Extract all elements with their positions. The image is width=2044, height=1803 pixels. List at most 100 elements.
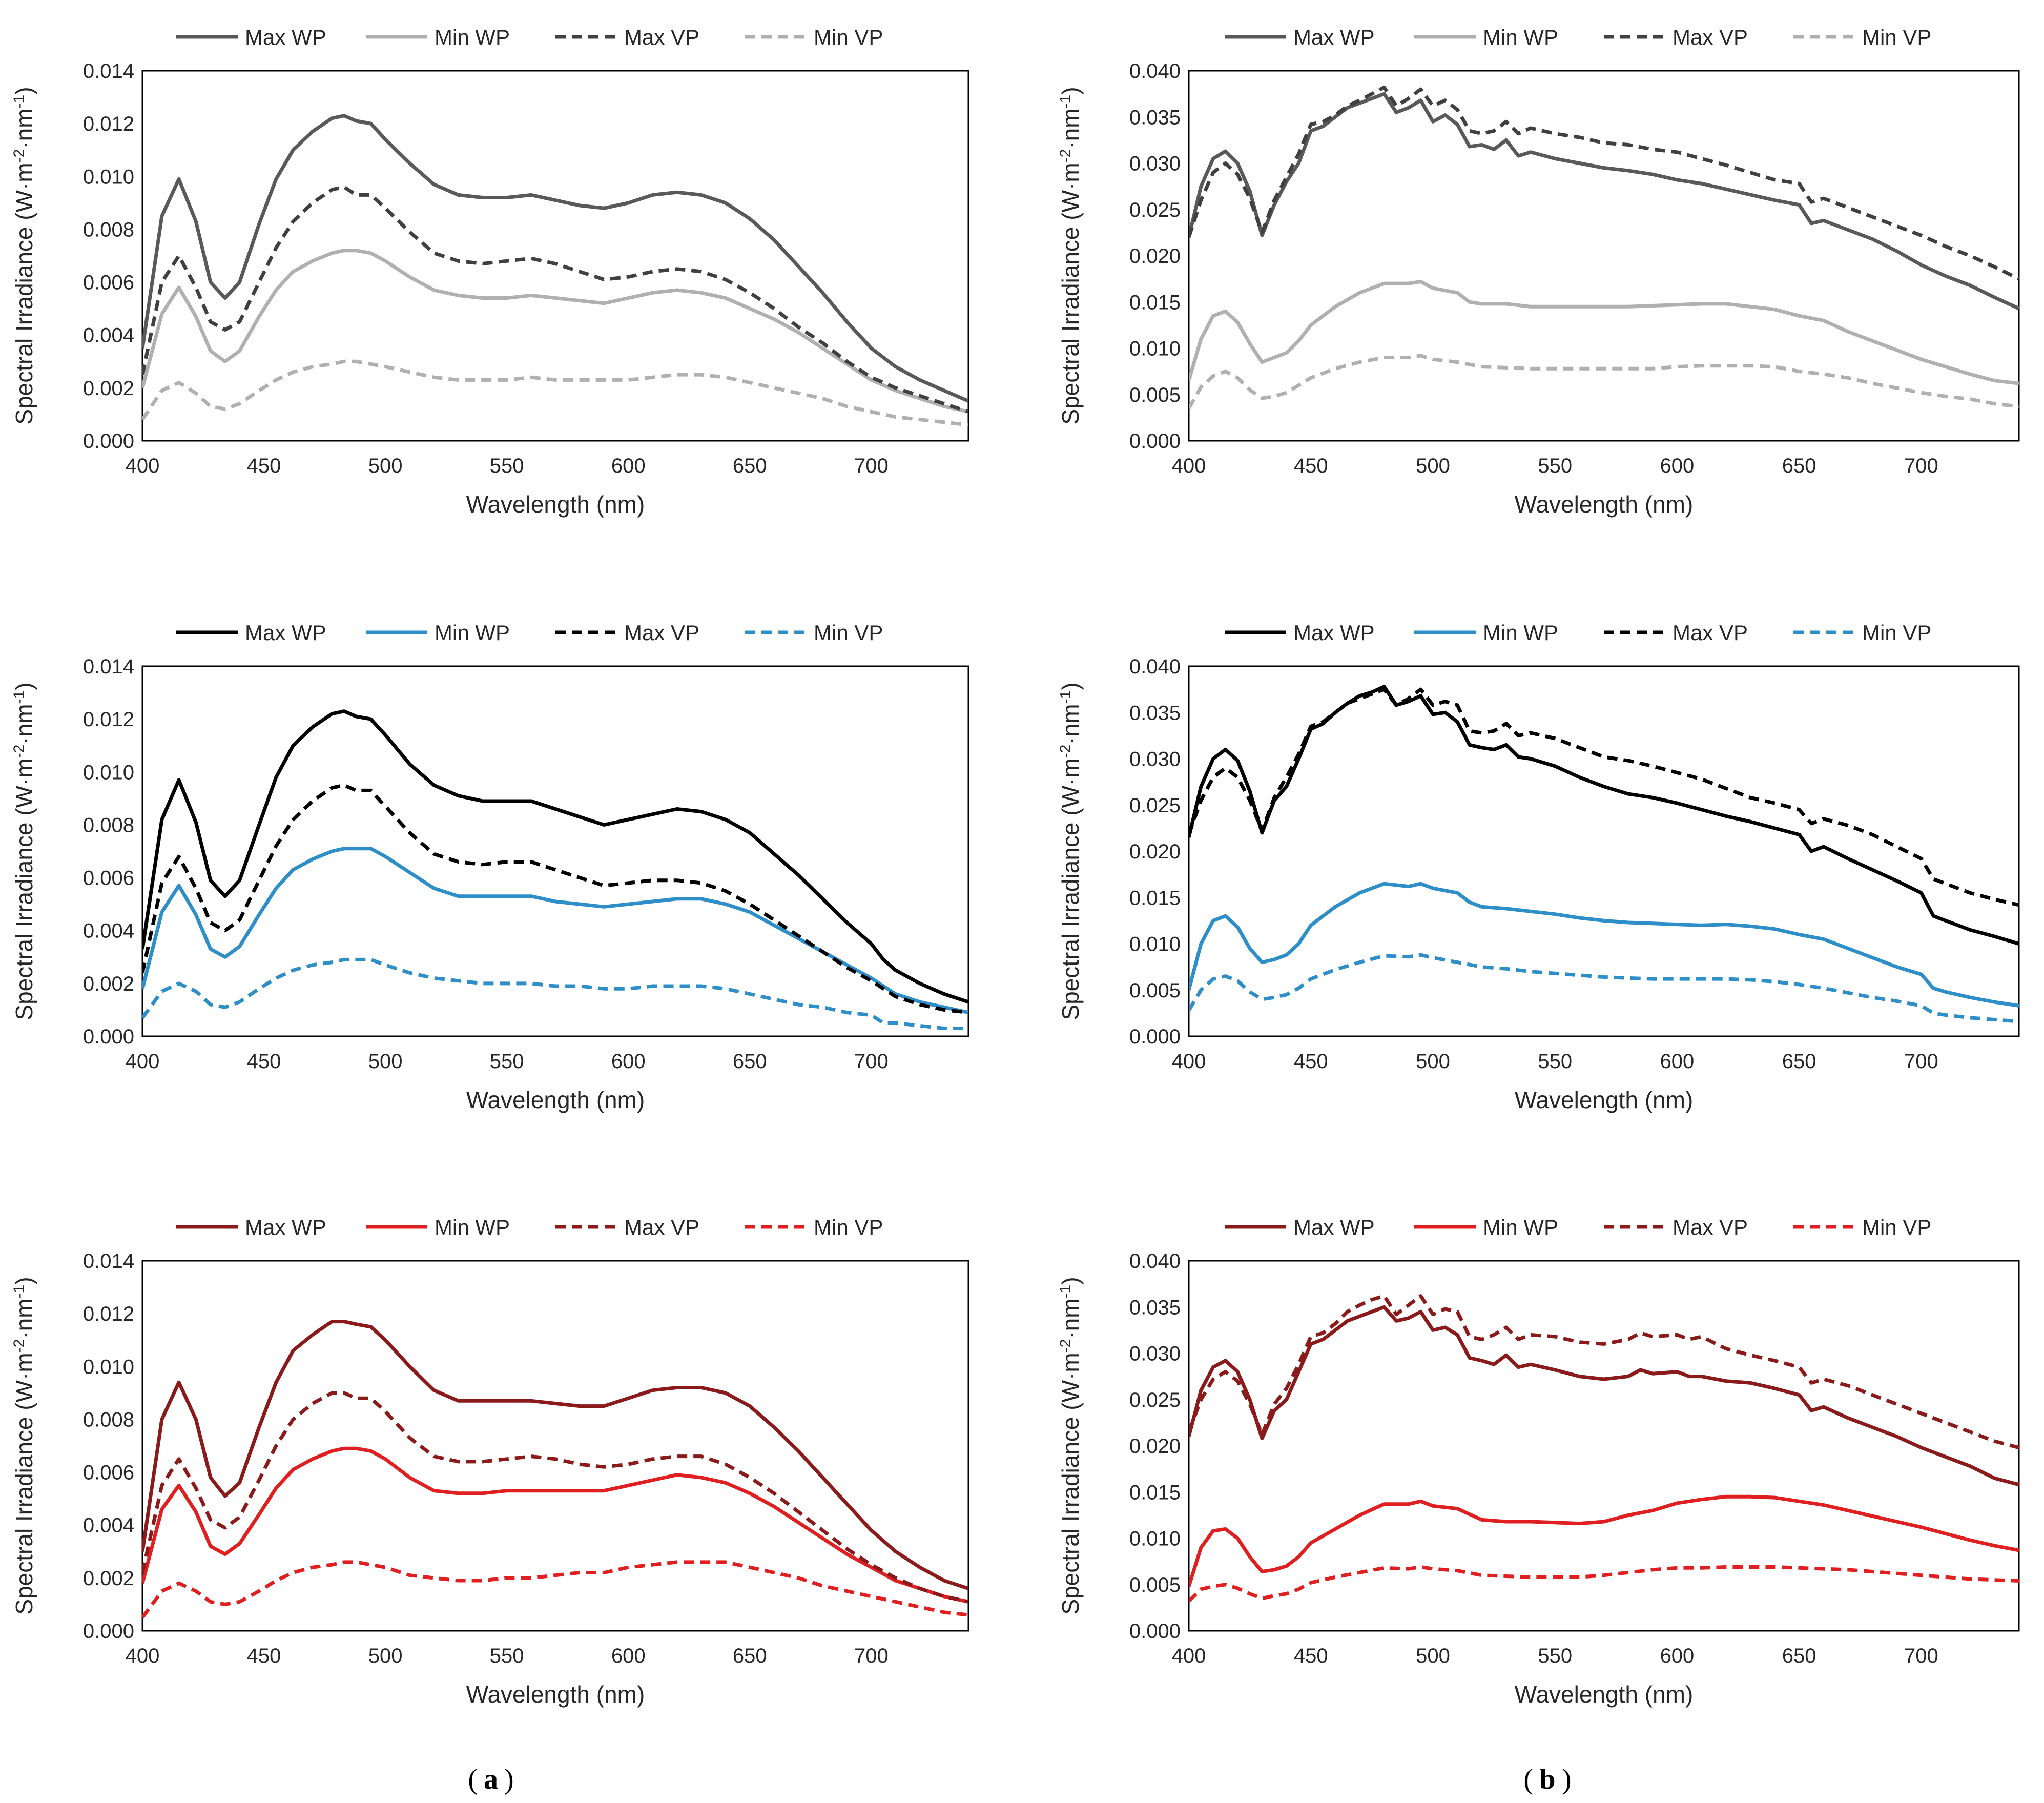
y-axis-title-sup: -1 bbox=[11, 95, 28, 109]
series-line-min-wp bbox=[142, 249, 968, 414]
x-axis-title: Wavelength (nm) bbox=[1515, 1087, 1694, 1113]
y-tick-label: 0.010 bbox=[1129, 933, 1181, 956]
y-axis-title-sup: -2 bbox=[11, 149, 28, 163]
x-tick-label: 400 bbox=[1172, 1645, 1206, 1667]
y-axis-title-end: ) bbox=[1057, 87, 1084, 94]
chart-b1: 0.000 0.005 0.010 0.015 0.020 0.025 0.030 0.035… bbox=[1057, 25, 2020, 518]
x-tick-label: 650 bbox=[733, 455, 767, 477]
y-axis-title: Spectral Irradiance (W·m-2·nm-1) bbox=[11, 87, 37, 424]
y-tick-label: 0.006 bbox=[83, 1462, 134, 1484]
y-axis-title-sup: -1 bbox=[11, 1285, 28, 1299]
legend: Max WP Min WP Max VP Min VP bbox=[176, 25, 883, 49]
series-group bbox=[1189, 86, 2019, 409]
plot-area-frame bbox=[141, 665, 969, 1037]
legend-label: Min WP bbox=[435, 621, 510, 645]
x-tick-label: 600 bbox=[1660, 1050, 1695, 1073]
y-axis-title-main: Spectral Irradiance (W·m bbox=[1057, 1353, 1084, 1614]
y-tick-label: 0.010 bbox=[83, 1356, 134, 1378]
plot-area-frame bbox=[1188, 665, 2020, 1037]
legend-label: Max VP bbox=[1673, 621, 1748, 645]
x-tick-label: 400 bbox=[126, 1050, 160, 1073]
x-tick-label: 600 bbox=[611, 455, 646, 477]
legend-label: Max VP bbox=[1673, 1215, 1748, 1239]
y-axis-title: Spectral Irradiance (W·m-2·nm-1) bbox=[11, 682, 37, 1020]
y-tick-label: 0.015 bbox=[1129, 887, 1181, 909]
x-axis-title: Wavelength (nm) bbox=[466, 491, 645, 518]
x-tick-label: 400 bbox=[1172, 1050, 1206, 1073]
x-tick-label: 550 bbox=[1538, 1050, 1572, 1073]
y-tick-label: 0.012 bbox=[83, 113, 134, 135]
legend-label: Max WP bbox=[245, 621, 326, 645]
y-axis-title-main: Spectral Irradiance (W·m bbox=[11, 162, 37, 424]
x-axis-title: Wavelength (nm) bbox=[466, 1681, 645, 1708]
y-tick-label: 0.020 bbox=[1129, 245, 1181, 268]
series-line-min-wp bbox=[1189, 882, 2019, 1008]
legend-label: Min WP bbox=[1483, 25, 1558, 49]
y-tick-label: 0.035 bbox=[1129, 702, 1181, 724]
legend-label: Min VP bbox=[1862, 25, 1931, 49]
y-tick-label: 0.000 bbox=[83, 430, 134, 453]
x-tick-label: 700 bbox=[854, 1050, 889, 1073]
caption-a-open: ( bbox=[468, 1764, 478, 1795]
x-tick-label: 500 bbox=[368, 1050, 403, 1073]
y-axis-title-mid: ·nm bbox=[1057, 108, 1084, 149]
y-axis-title-end: ) bbox=[11, 1277, 37, 1284]
y-tick-label: 0.005 bbox=[1129, 979, 1181, 1002]
y-tick-label: 0.012 bbox=[83, 708, 134, 731]
y-tick-label: 0.005 bbox=[1129, 1574, 1181, 1596]
legend-label: Max WP bbox=[1293, 25, 1375, 49]
y-tick-label: 0.006 bbox=[83, 867, 134, 890]
series-line-min-wp bbox=[142, 847, 968, 1015]
x-axis-title: Wavelength (nm) bbox=[1515, 491, 1694, 518]
legend-label: Max VP bbox=[624, 1215, 699, 1239]
x-tick-label: 450 bbox=[247, 455, 281, 477]
legend-label: Max WP bbox=[1293, 1215, 1375, 1239]
series-group bbox=[1189, 685, 2019, 1023]
y-tick-label: 0.005 bbox=[1129, 384, 1181, 406]
series-line-min-vp bbox=[1189, 354, 2019, 409]
legend-label: Max VP bbox=[624, 25, 699, 49]
series-line-max-vp bbox=[1189, 1294, 2019, 1449]
series-group bbox=[1189, 1294, 2019, 1603]
y-tick-label: 0.000 bbox=[1129, 1026, 1181, 1048]
x-tick-label: 600 bbox=[611, 1050, 646, 1073]
x-tick-label: 450 bbox=[1294, 1050, 1328, 1073]
y-axis-title-sup: -1 bbox=[1057, 690, 1074, 704]
series-line-max-vp bbox=[142, 1391, 968, 1604]
series-line-max-wp bbox=[1189, 1305, 2019, 1487]
x-tick-label: 700 bbox=[854, 1645, 889, 1667]
y-tick-label: 0.008 bbox=[83, 814, 134, 836]
y-tick-label: 0.025 bbox=[1129, 1389, 1181, 1411]
y-tick-label: 0.012 bbox=[83, 1303, 134, 1325]
legend-label: Min VP bbox=[814, 25, 883, 49]
y-axis-title-main: Spectral Irradiance (W·m bbox=[11, 758, 37, 1020]
y-axis-title-mid: ·nm bbox=[11, 704, 37, 744]
series-line-min-wp bbox=[1189, 280, 2019, 385]
x-tick-label: 400 bbox=[1172, 455, 1206, 477]
y-tick-label: 0.035 bbox=[1129, 1296, 1181, 1319]
x-tick-label: 700 bbox=[1904, 1645, 1938, 1667]
caption-b-open: ( bbox=[1523, 1764, 1533, 1795]
series-line-min-vp bbox=[1189, 953, 2019, 1023]
x-tick-label: 650 bbox=[1782, 1050, 1816, 1073]
y-tick-label: 0.040 bbox=[1129, 655, 1181, 678]
plot-area-frame bbox=[141, 1260, 969, 1632]
legend-label: Min WP bbox=[435, 1215, 510, 1239]
caption-a-letter: a bbox=[484, 1764, 498, 1795]
y-axis-title-sup: -2 bbox=[1057, 149, 1074, 163]
x-tick-label: 450 bbox=[247, 1645, 281, 1667]
x-axis-title: Wavelength (nm) bbox=[466, 1087, 645, 1113]
y-tick-label: 0.010 bbox=[83, 166, 134, 188]
x-tick-label: 700 bbox=[1904, 455, 1938, 477]
series-line-min-wp bbox=[1189, 1494, 2019, 1587]
y-tick-label: 0.000 bbox=[83, 1620, 134, 1643]
x-tick-label: 700 bbox=[1904, 1050, 1938, 1073]
y-axis-title-end: ) bbox=[1057, 682, 1084, 690]
y-axis-title-main: Spectral Irradiance (W·m bbox=[11, 1353, 37, 1614]
series-line-min-vp bbox=[1189, 1565, 2019, 1603]
y-tick-label: 0.025 bbox=[1129, 794, 1181, 817]
caption-a-close: ) bbox=[504, 1764, 514, 1795]
series-line-max-wp bbox=[1189, 685, 2019, 946]
series-group bbox=[142, 114, 968, 427]
y-tick-label: 0.000 bbox=[1129, 1620, 1181, 1643]
